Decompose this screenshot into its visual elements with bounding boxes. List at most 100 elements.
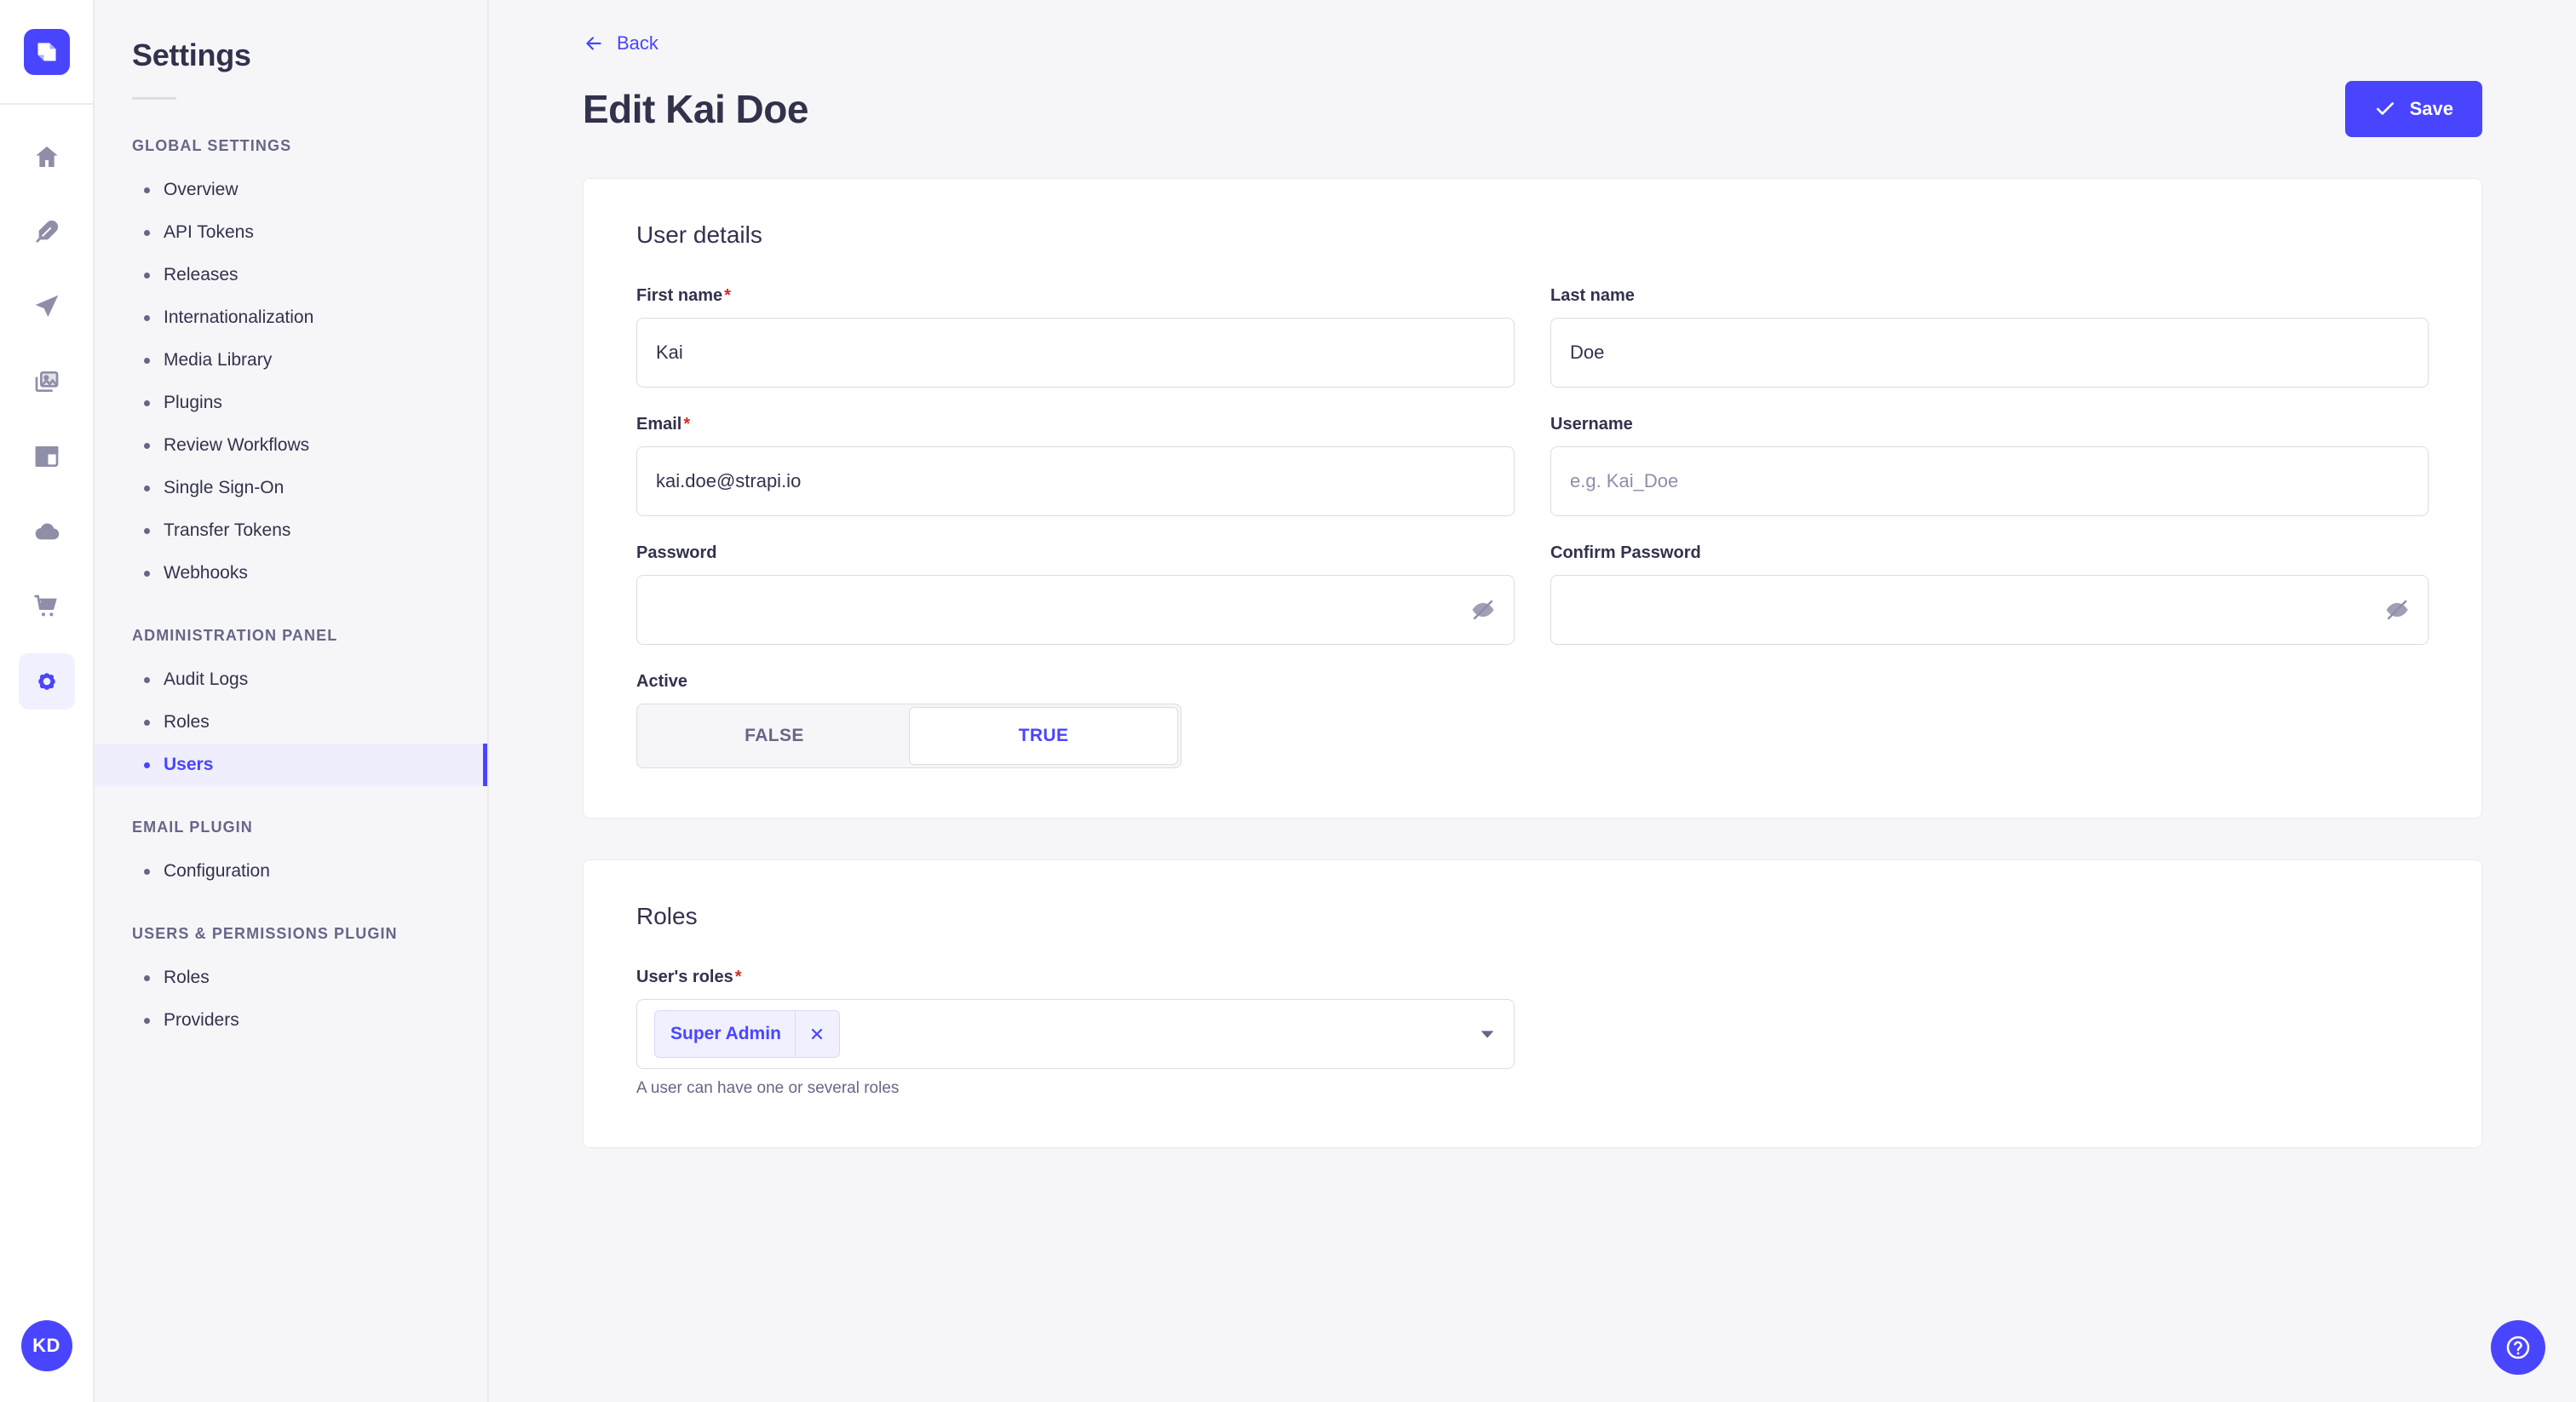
logo-container <box>0 0 93 105</box>
sidebar-item-roles[interactable]: Roles <box>95 701 487 744</box>
help-button[interactable] <box>2491 1320 2545 1375</box>
confirm-password-label: Confirm Password <box>1550 543 1701 562</box>
active-field: Active FALSE TRUE <box>636 672 2429 768</box>
users-roles-combobox[interactable]: Super Admin <box>636 999 1515 1069</box>
sidebar-section-label: ADMINISTRATION PANEL <box>132 627 338 644</box>
main-content: Back Edit Kai Doe Save User details <box>489 0 2576 1402</box>
close-icon[interactable] <box>794 1011 839 1057</box>
sidebar-item-label: Users <box>164 755 214 774</box>
eye-off-icon[interactable] <box>1470 597 1496 623</box>
sidebar-item-review-workflows[interactable]: Review Workflows <box>95 424 487 467</box>
user-details-title: User details <box>636 221 762 248</box>
sidebar-item-users[interactable]: Users <box>95 744 487 786</box>
chevron-down-icon[interactable] <box>1478 1025 1497 1043</box>
sidebar-item-media-library[interactable]: Media Library <box>95 339 487 382</box>
sidebar-item-label: Releases <box>164 265 239 284</box>
confirm-password-input[interactable] <box>1550 575 2429 645</box>
sidebar-item-plugins[interactable]: Plugins <box>95 382 487 424</box>
user-details-card: User details First name* Last name <box>583 178 2482 819</box>
feather-icon[interactable] <box>19 204 75 260</box>
bullet-icon <box>144 442 150 449</box>
required-asterisk: * <box>734 968 742 986</box>
email-label-text: Email <box>636 415 682 434</box>
required-asterisk: * <box>724 286 731 305</box>
first-name-input[interactable] <box>636 318 1515 388</box>
last-name-field: Last name <box>1550 286 2429 388</box>
sidebar-section-label: EMAIL PLUGIN <box>132 819 253 836</box>
back-label: Back <box>617 32 658 54</box>
strapi-logo-icon[interactable] <box>23 28 70 75</box>
sidebar-item-label: Overview <box>164 180 239 199</box>
active-toggle-true[interactable]: TRUE <box>909 707 1178 765</box>
password-label: Password <box>636 543 717 562</box>
home-icon[interactable] <box>19 129 75 185</box>
avatar[interactable]: KD <box>20 1320 72 1371</box>
active-label: Active <box>636 672 688 691</box>
sidebar-item-webhooks[interactable]: Webhooks <box>95 552 487 595</box>
bullet-icon <box>144 974 150 981</box>
main-inner: Back Edit Kai Doe Save User details <box>489 0 2576 1148</box>
email-label: Email * <box>636 415 1515 434</box>
sidebar-item-label: Plugins <box>164 393 222 412</box>
bullet-icon <box>144 399 150 406</box>
sidebar-item-internationalization[interactable]: Internationalization <box>95 296 487 339</box>
eye-off-icon[interactable] <box>2384 597 2410 623</box>
sidebar-item-label: API Tokens <box>164 222 254 242</box>
password-field: Password <box>636 543 1515 645</box>
bullet-icon <box>144 527 150 534</box>
sidebar-item-roles[interactable]: Roles <box>95 957 487 999</box>
active-toggle-false[interactable]: FALSE <box>640 707 909 765</box>
sidebar-item-providers[interactable]: Providers <box>95 999 487 1042</box>
sidebar-item-releases[interactable]: Releases <box>95 254 487 296</box>
users-roles-label: User's roles * <box>636 968 1515 987</box>
role-tag-label: Super Admin <box>670 1024 781 1043</box>
sidebar-item-label: Media Library <box>164 350 273 370</box>
rail-item-list <box>18 105 75 710</box>
user-details-grid: First name* Last name <box>636 286 2429 768</box>
sidebar-item-label: Audit Logs <box>164 669 249 689</box>
cloud-icon[interactable] <box>19 503 75 560</box>
users-roles-label-text: User's roles <box>636 968 733 986</box>
bullet-icon <box>144 357 150 364</box>
sidebar-item-transfer-tokens[interactable]: Transfer Tokens <box>95 509 487 552</box>
sidebar-item-configuration[interactable]: Configuration <box>95 850 487 893</box>
sidebar-item-single-sign-on[interactable]: Single Sign-On <box>95 467 487 509</box>
sidebar-item-label: Providers <box>164 1010 239 1030</box>
cart-icon[interactable] <box>19 578 75 635</box>
email-input[interactable] <box>636 446 1515 516</box>
active-toggle-group: FALSE TRUE <box>636 704 1182 768</box>
sidebar-item-overview[interactable]: Overview <box>95 169 487 211</box>
bullet-icon <box>144 719 150 726</box>
paper-plane-icon[interactable] <box>19 279 75 335</box>
sidebar-item-label: Configuration <box>164 861 270 881</box>
username-input-wrap <box>1550 446 2429 516</box>
username-input[interactable] <box>1550 446 2429 516</box>
gear-icon[interactable] <box>18 653 75 710</box>
back-link[interactable]: Back <box>583 32 658 55</box>
layout-icon[interactable] <box>19 428 75 485</box>
save-button[interactable]: Save <box>2344 81 2482 137</box>
page-header: Edit Kai Doe Save <box>583 81 2482 137</box>
question-mark-circle-icon <box>2504 1334 2532 1361</box>
sidebar-item-api-tokens[interactable]: API Tokens <box>95 211 487 254</box>
sidebar-item-label: Roles <box>164 712 210 732</box>
password-input[interactable] <box>636 575 1515 645</box>
sidebar-divider <box>132 97 176 100</box>
roles-title: Roles <box>636 903 698 929</box>
users-roles-field: User's roles * Super Admin <box>636 968 1532 1098</box>
sidebar-item-label: Webhooks <box>164 563 248 583</box>
save-label: Save <box>2409 98 2453 119</box>
image-icon[interactable] <box>19 353 75 410</box>
first-name-input-wrap <box>636 318 1515 388</box>
bullet-icon <box>144 187 150 193</box>
role-tag: Super Admin <box>654 1010 840 1058</box>
bullet-icon <box>144 570 150 577</box>
bullet-icon <box>144 761 150 768</box>
bullet-icon <box>144 868 150 875</box>
last-name-input[interactable] <box>1550 318 2429 388</box>
bullet-icon <box>144 485 150 491</box>
sidebar-header: Settings <box>95 0 487 100</box>
sidebar-item-audit-logs[interactable]: Audit Logs <box>95 658 487 701</box>
sidebar-item-label: Transfer Tokens <box>164 520 291 540</box>
